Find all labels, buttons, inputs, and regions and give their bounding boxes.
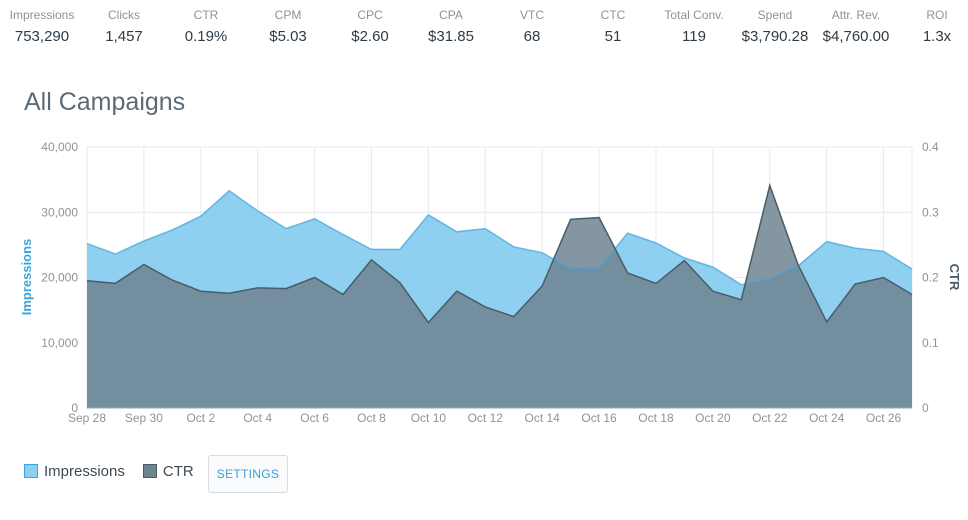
metric-value: 1.3x bbox=[922, 28, 952, 45]
y2-tick-label: 0.2 bbox=[922, 271, 939, 285]
metric-11: ROI 1.3x bbox=[923, 6, 951, 48]
x-tick-label: Oct 16 bbox=[581, 411, 617, 425]
settings-button[interactable]: SETTINGS bbox=[208, 455, 288, 493]
x-tick-label: Oct 26 bbox=[866, 411, 902, 425]
x-tick-label: Oct 4 bbox=[243, 411, 272, 425]
x-tick-label: Oct 24 bbox=[809, 411, 845, 425]
x-tick-label: Oct 20 bbox=[695, 411, 731, 425]
x-tick-label: Oct 18 bbox=[638, 411, 674, 425]
metric-3: CPM $5.03 bbox=[269, 6, 307, 48]
metric-5: CPA $31.85 bbox=[428, 6, 474, 48]
y-axis-title: Impressions bbox=[19, 239, 34, 316]
x-tick-label: Oct 14 bbox=[524, 411, 560, 425]
metric-7: CTC 51 bbox=[601, 6, 626, 48]
x-tick-label: Oct 2 bbox=[186, 411, 215, 425]
x-tick-label: Oct 22 bbox=[752, 411, 788, 425]
metrics-bar: Impressions 753,290 Clicks 1,457 CTR 0.19% CPM… bbox=[0, 6, 968, 54]
metric-label: ROI bbox=[926, 8, 948, 22]
metric-value: 119 bbox=[682, 28, 706, 45]
metric-label: CTC bbox=[600, 8, 626, 22]
legend-item-ctr[interactable]: CTR bbox=[142, 462, 194, 480]
metric-value: 1,457 bbox=[105, 28, 143, 45]
metric-value: $3,790.28 bbox=[741, 28, 809, 45]
metric-2: CTR 0.19% bbox=[185, 6, 228, 48]
x-tick-label: Oct 10 bbox=[411, 411, 447, 425]
ctr-area bbox=[87, 185, 912, 408]
metric-4: CPC $2.60 bbox=[351, 6, 389, 48]
impressions-line bbox=[86, 189, 913, 286]
y-tick-label: 40,000 bbox=[41, 140, 78, 154]
metric-0: Impressions 753,290 bbox=[10, 6, 75, 48]
ctr-line bbox=[86, 182, 913, 324]
ctr-swatch bbox=[142, 464, 157, 478]
metric-value: $31.85 bbox=[428, 28, 474, 45]
y2-tick-label: 0.3 bbox=[922, 205, 939, 219]
page-title: All Campaigns bbox=[24, 88, 186, 116]
y2-tick-label: 0.1 bbox=[922, 336, 939, 350]
metric-label: CPA bbox=[439, 8, 463, 22]
legend-label-ctr: CTR bbox=[162, 462, 194, 480]
metric-value: 68 bbox=[523, 28, 541, 45]
chart-legend: Impressions CTR bbox=[24, 460, 212, 482]
x-tick-label: Sep 28 bbox=[68, 411, 106, 425]
legend-label-impressions: Impressions bbox=[44, 462, 125, 480]
x-tick-label: Oct 6 bbox=[300, 411, 329, 425]
metric-6: VTC 68 bbox=[520, 6, 544, 48]
metric-value: 51 bbox=[604, 28, 622, 45]
metric-label: Impressions bbox=[9, 8, 75, 22]
x-tick-label: Sep 30 bbox=[125, 411, 163, 425]
y2-axis-title: CTR bbox=[947, 264, 962, 291]
legend-item-impressions[interactable]: Impressions bbox=[24, 463, 125, 480]
x-tick-label: Oct 8 bbox=[357, 411, 386, 425]
metric-1: Clicks 1,457 bbox=[105, 6, 143, 48]
y-tick-label: 20,000 bbox=[41, 271, 78, 285]
impressions-swatch bbox=[24, 464, 38, 478]
metric-8: Total Conv. 119 bbox=[664, 6, 723, 48]
y-tick-label: 0 bbox=[71, 401, 78, 415]
metric-value: 753,290 bbox=[14, 28, 70, 45]
metric-label: CPC bbox=[357, 8, 383, 22]
metric-9: Spend $3,790.28 bbox=[742, 6, 809, 48]
metric-value: $4,760.00 bbox=[822, 28, 890, 45]
metric-label: Total Conv. bbox=[664, 8, 724, 22]
y2-tick-label: 0.4 bbox=[922, 140, 939, 154]
campaign-chart: 0 10,000 20,000 30,000 40,000 0 0.1 0.2 0.3 0.4 Se… bbox=[19, 140, 962, 425]
metric-value: 0.19% bbox=[184, 28, 228, 45]
metric-label: CTR bbox=[193, 8, 219, 22]
metric-10: Attr. Rev. $4,760.00 bbox=[823, 6, 890, 48]
metric-label: Clicks bbox=[107, 8, 140, 22]
metric-value: $5.03 bbox=[269, 28, 307, 45]
x-tick-label: Oct 12 bbox=[468, 411, 504, 425]
y-tick-label: 30,000 bbox=[41, 205, 78, 219]
metric-label: Spend bbox=[757, 8, 793, 22]
y-tick-label: 10,000 bbox=[41, 336, 78, 350]
metric-label: CPM bbox=[274, 8, 302, 22]
metric-label: VTC bbox=[520, 8, 544, 22]
y2-tick-label: 0 bbox=[922, 401, 929, 415]
metric-label: Attr. Rev. bbox=[831, 8, 881, 22]
metric-value: $2.60 bbox=[351, 28, 389, 45]
